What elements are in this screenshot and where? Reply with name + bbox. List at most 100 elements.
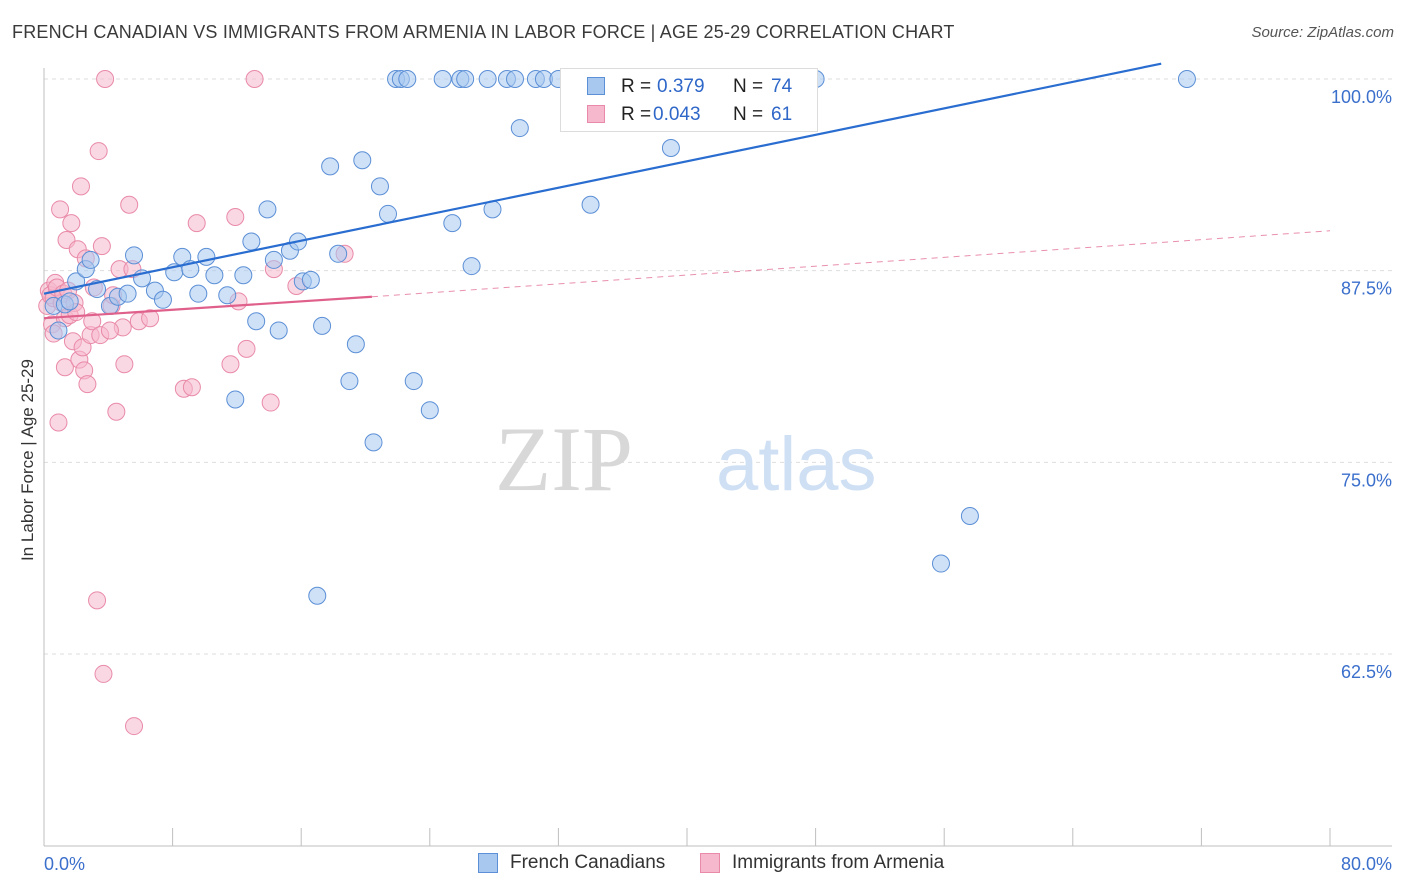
french-canadian-points [44,70,1196,605]
legend-n-label: N = [733,76,764,97]
legend-n-value: 74 [771,76,793,97]
armenia-point [237,339,256,358]
legend-r-label: R = [621,104,652,125]
armenia-point [182,378,201,397]
french-canadian-point [313,316,332,335]
armenia-point [107,402,126,421]
legend-swatch-pink [587,105,605,123]
legend-row-armenia: R = 0.043 N = 61 [561,101,817,129]
gridlines [44,78,1392,655]
y-tick-label: 75.0% [1341,470,1392,490]
armenia-point [55,358,74,377]
french-canadian-point [931,554,950,573]
armenia-point [89,142,108,161]
french-canadian-point [189,284,208,303]
chart-title: FRENCH CANADIAN VS IMMIGRANTS FROM ARMEN… [12,22,955,42]
armenia-point [100,321,119,340]
armenia-point [92,237,111,256]
bottom-legend-label: French Canadians [510,852,666,873]
legend-n-value: 61 [771,104,793,125]
french-canadian-point [49,321,68,340]
french-canadian-point [153,290,172,309]
armenia-point [187,214,206,233]
armenia-point [71,177,90,196]
armenia-point [125,717,144,736]
watermark-zip: ZIP [495,408,633,510]
legend-row-french-canadians: R = 0.379 N = 74 [561,73,817,101]
french-canadian-point [125,246,144,265]
french-canadian-point [88,280,107,299]
french-canadian-point [581,195,600,214]
french-canadian-point [505,70,524,88]
x-tick-label: 80.0% [1341,854,1392,874]
armenia-point [96,70,115,88]
legend-r-label: R = [621,76,652,97]
french-canadian-point [1177,70,1196,88]
french-canadian-point [258,200,277,219]
bottom-legend-label: Immigrants from Armenia [732,852,945,873]
french-canadian-point [218,286,237,305]
legend-swatch-blue [587,77,605,95]
armenia-point [78,375,97,394]
french-canadian-point [205,266,224,285]
tick-labels: 62.5% 75.0% 87.5% 100.0% 0.0% 80.0% [44,87,1392,874]
french-canadian-trendline [43,62,1162,295]
watermark-atlas: atlas [716,422,877,507]
french-canadian-point [456,70,475,88]
french-canadian-point [301,270,320,289]
french-canadian-point [398,70,417,88]
french-canadian-point [433,70,452,88]
french-canadian-point [960,507,979,525]
armenia-point [49,413,68,432]
source-attribution: Source: ZipAtlas.com [1251,24,1394,41]
armenia-points [38,70,354,736]
armenia-point [245,70,264,88]
bottom-swatch-blue [478,853,498,873]
y-tick-label: 100.0% [1331,87,1392,107]
legend-r-value: 0.379 [657,76,705,97]
french-canadian-point [234,266,253,285]
bottom-swatch-pink [700,853,720,873]
armenia-point [141,309,160,328]
french-canadian-point [340,372,359,391]
french-canadian-point [118,284,137,303]
french-canadian-point [478,70,497,88]
armenia-point [88,591,107,610]
y-tick-label: 62.5% [1341,662,1392,682]
armenia-point [221,355,240,374]
french-canadian-point [242,232,261,251]
french-canadian-point [197,247,216,266]
armenia-point [115,355,134,374]
french-canadian-point [364,433,383,452]
armenia-trendline-extension [371,230,1331,298]
french-canadian-point [404,372,423,391]
french-canadian-point [308,586,327,605]
armenia-point [51,200,70,219]
french-canadian-point [321,157,340,176]
french-canadian-point [661,139,680,157]
legend-r-value: 0.043 [653,104,701,125]
french-canadian-point [443,214,462,233]
axes [43,68,1392,847]
armenia-point [226,208,245,226]
french-canadian-point [379,204,398,223]
french-canadian-point [81,250,100,269]
french-canadian-point [510,119,529,138]
stats-legend: R = 0.379 N = 74 R = 0.043 N = 61 [560,68,818,132]
french-canadian-point [420,401,439,420]
y-tick-label: 87.5% [1341,279,1392,299]
watermark: ZIP atlas [495,408,877,510]
armenia-trendline [43,295,373,320]
french-canadian-point [60,292,79,311]
legend-n-label: N = [733,104,764,125]
armenia-point [261,393,280,412]
french-canadian-point [329,244,348,263]
x-tick-label: 0.0% [44,854,85,874]
french-canadian-point [346,335,365,354]
french-canadian-point [269,321,288,340]
trend-lines [43,62,1331,320]
french-canadian-point [370,177,389,196]
french-canadian-point [353,151,372,170]
armenia-point [94,664,113,683]
armenia-point [83,312,102,331]
